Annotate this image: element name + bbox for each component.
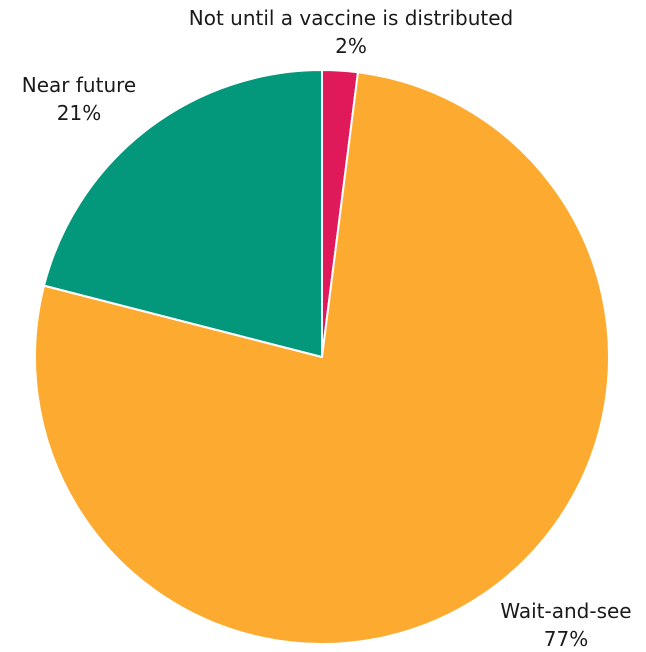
slice-value-wait-and-see: 77% xyxy=(544,627,588,651)
slice-label-wait-and-see: Wait-and-see xyxy=(500,599,631,623)
slice-label-not-until-vaccine: Not until a vaccine is distributed xyxy=(189,6,514,30)
slice-label-near-future: Near future xyxy=(22,73,136,97)
slice-label-group-not-until-vaccine: Not until a vaccine is distributed 2% xyxy=(189,6,514,58)
pie-slices xyxy=(34,69,610,645)
pie-slice-wait-and-see xyxy=(34,71,610,645)
slice-label-group-near-future: Near future 21% xyxy=(22,73,136,125)
slice-value-not-until-vaccine: 2% xyxy=(335,34,367,58)
slice-label-group-wait-and-see: Wait-and-see 77% xyxy=(500,599,631,651)
slice-value-near-future: 21% xyxy=(57,101,101,125)
pie-slice-near-future xyxy=(43,69,323,358)
